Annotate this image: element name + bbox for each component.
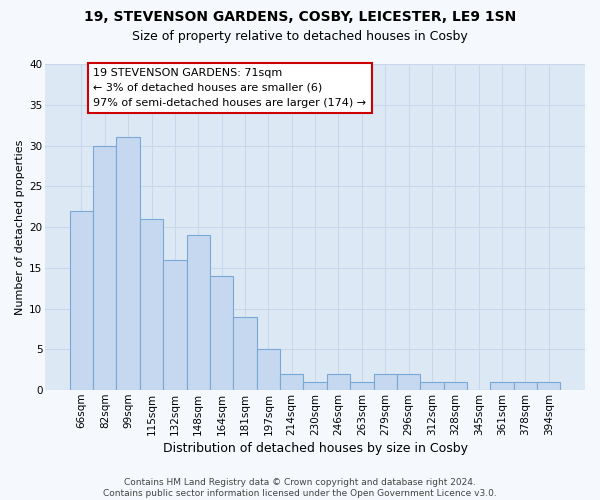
Bar bbox=[327, 374, 350, 390]
Bar bbox=[210, 276, 233, 390]
Bar bbox=[537, 382, 560, 390]
Bar bbox=[163, 260, 187, 390]
Bar bbox=[257, 350, 280, 390]
Text: 19, STEVENSON GARDENS, COSBY, LEICESTER, LE9 1SN: 19, STEVENSON GARDENS, COSBY, LEICESTER,… bbox=[84, 10, 516, 24]
Bar bbox=[70, 211, 93, 390]
Bar bbox=[374, 374, 397, 390]
X-axis label: Distribution of detached houses by size in Cosby: Distribution of detached houses by size … bbox=[163, 442, 467, 455]
Bar bbox=[443, 382, 467, 390]
Bar bbox=[280, 374, 304, 390]
Bar bbox=[490, 382, 514, 390]
Bar bbox=[420, 382, 443, 390]
Bar bbox=[233, 317, 257, 390]
Text: Size of property relative to detached houses in Cosby: Size of property relative to detached ho… bbox=[132, 30, 468, 43]
Bar bbox=[93, 146, 116, 390]
Text: 19 STEVENSON GARDENS: 71sqm
← 3% of detached houses are smaller (6)
97% of semi-: 19 STEVENSON GARDENS: 71sqm ← 3% of deta… bbox=[93, 68, 366, 108]
Bar bbox=[140, 219, 163, 390]
Bar bbox=[116, 138, 140, 390]
Bar bbox=[304, 382, 327, 390]
Bar bbox=[397, 374, 420, 390]
Text: Contains HM Land Registry data © Crown copyright and database right 2024.
Contai: Contains HM Land Registry data © Crown c… bbox=[103, 478, 497, 498]
Bar bbox=[514, 382, 537, 390]
Bar bbox=[187, 235, 210, 390]
Y-axis label: Number of detached properties: Number of detached properties bbox=[15, 140, 25, 315]
Bar bbox=[350, 382, 374, 390]
